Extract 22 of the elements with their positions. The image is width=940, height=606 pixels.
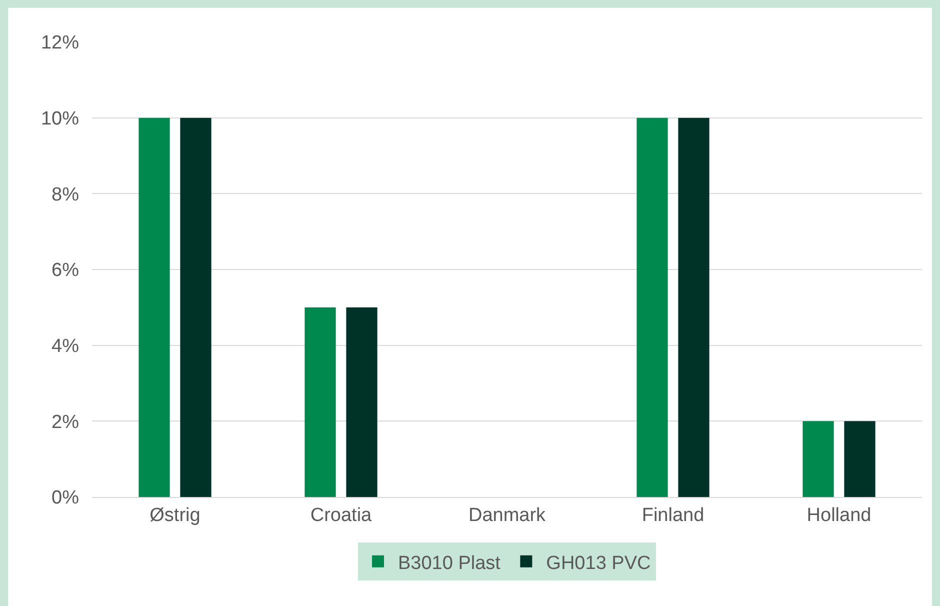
y-tick-label: 0% [52,488,80,509]
bar [304,307,336,497]
x-tick-label: Finland [642,504,704,526]
bar [636,118,668,497]
x-tick-label: Danmark [468,504,546,526]
bar [138,118,170,497]
bar [180,118,212,497]
legend-label: B3010 Plast [398,552,502,574]
x-tick-label: Østrig [150,504,200,526]
x-tick-label: Croatia [310,504,372,526]
bar [802,421,834,497]
y-tick-label: 6% [52,260,80,282]
bar [678,118,710,497]
bar [844,421,876,497]
y-tick-label: 4% [52,336,80,357]
x-tick-label: Holland [806,504,872,526]
y-tick-label: 8% [52,184,80,206]
y-tick-label: 2% [52,412,80,433]
bar [346,307,378,497]
y-tick-label: 12% [40,32,80,54]
legend-label: GH013 PVC [546,552,651,574]
y-tick-label: 10% [40,108,80,130]
